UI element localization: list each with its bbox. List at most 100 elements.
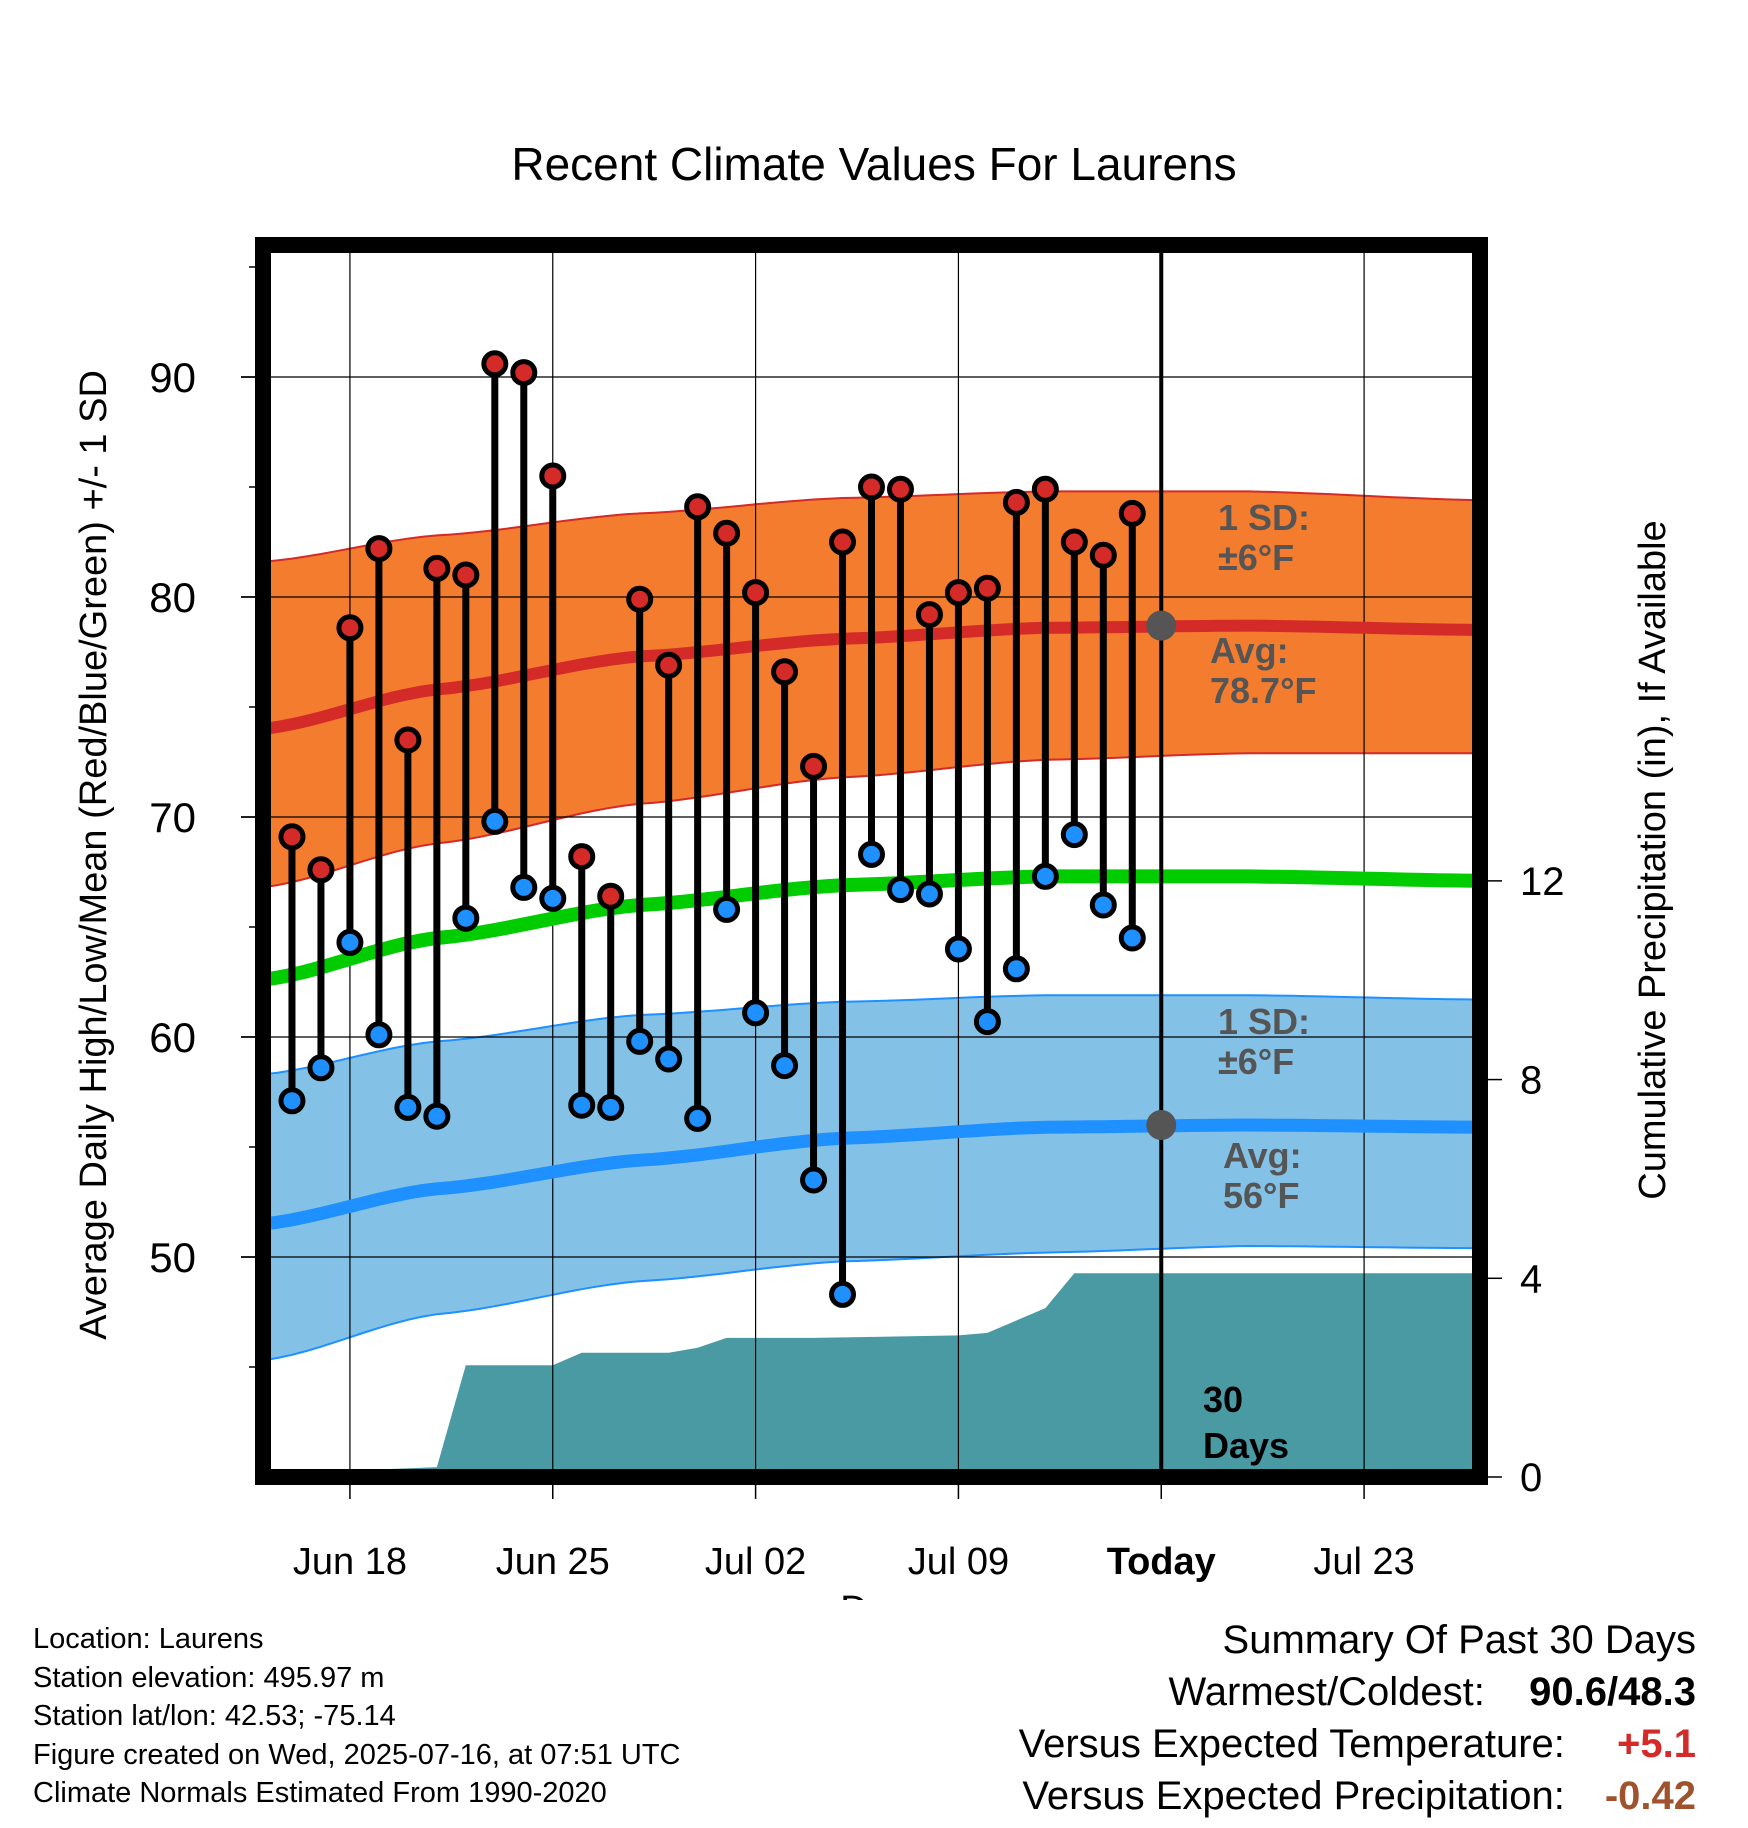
low-point (510, 873, 538, 901)
high-sd-annotation: ±6°F (1218, 537, 1294, 578)
low-point (481, 807, 509, 835)
low-point (829, 1280, 857, 1308)
high-point (886, 475, 914, 503)
y-tick-label-left: 70 (149, 794, 196, 841)
high-sd-annotation: 1 SD: (1218, 497, 1310, 538)
warm-cold-label: Warmest/Coldest: (1168, 1670, 1485, 1714)
temp-value: +5.1 (1617, 1722, 1696, 1766)
high-point (539, 462, 567, 490)
x-tick-label: Today (1107, 1541, 1216, 1583)
x-tick-label: Jul 09 (908, 1541, 1009, 1583)
high-point (1060, 528, 1088, 556)
summary-temp: Versus Expected Temperature: +5.1 (696, 1718, 1696, 1770)
high-point (510, 359, 538, 387)
low-point (597, 1093, 625, 1121)
normals-text: Climate Normals Estimated From 1990-2020 (33, 1777, 607, 1809)
high-point (1002, 488, 1030, 516)
low-point (915, 880, 943, 908)
y-tick-label-left: 80 (149, 574, 196, 621)
high-point (626, 585, 654, 613)
precip-label: Versus Expected Precipitation: (1022, 1774, 1565, 1818)
low-point (742, 999, 770, 1027)
warm-cold-value: 90.6/48.3 (1529, 1670, 1696, 1714)
x-tick-label: Jun 25 (496, 1541, 610, 1583)
low-point (973, 1008, 1001, 1036)
low-point (626, 1027, 654, 1055)
elevation-text: Station elevation: 495.97 m (33, 1661, 385, 1694)
summary-warm-cold: Warmest/Coldest: 90.6/48.3 (696, 1666, 1697, 1718)
high-point (423, 554, 451, 582)
low-point (452, 904, 480, 932)
high-point (278, 823, 306, 851)
y-tick-label-left: 60 (149, 1014, 196, 1061)
high-point (336, 614, 364, 642)
y-tick-label-right: 8 (1520, 1059, 1542, 1103)
chart-title: Recent Climate Values For Laurens (511, 138, 1236, 190)
high-point (452, 561, 480, 589)
low-point (1060, 821, 1088, 849)
high-point (800, 752, 828, 780)
low-point (1118, 924, 1146, 952)
created-text: Figure created on Wed, 2025-07-16, at 07… (33, 1738, 681, 1771)
low-point (423, 1102, 451, 1130)
low-sd-annotation: 1 SD: (1218, 1001, 1310, 1042)
high-point (1089, 541, 1117, 569)
low-upper-line (263, 994, 1480, 1076)
low-point (568, 1091, 596, 1119)
high-point (597, 882, 625, 910)
plot-frame (255, 237, 1488, 1485)
high-point (568, 843, 596, 871)
latlon-text: Station lat/lon: 42.53; -75.14 (33, 1700, 396, 1732)
low-point (336, 928, 364, 956)
window-annotation: 30 (1203, 1379, 1243, 1420)
low-avg-annotation: Avg: (1223, 1135, 1302, 1176)
low-point (394, 1093, 422, 1121)
y-tick-label-left: 90 (149, 354, 196, 401)
window-annotation: Days (1203, 1425, 1289, 1466)
location-text: Location: Laurens (33, 1623, 264, 1655)
high-point (365, 535, 393, 563)
high-point (1118, 499, 1146, 527)
x-tick-label: Jun 18 (293, 1541, 407, 1583)
high-point (915, 601, 943, 629)
high-point (944, 579, 972, 607)
low-avg-line (263, 1118, 1480, 1231)
high-point (742, 579, 770, 607)
x-tick-label: Jul 23 (1313, 1541, 1414, 1583)
y-axis-label-right: Cumulative Precipitation (in), If Availa… (1632, 520, 1674, 1199)
low-point (800, 1166, 828, 1194)
y-tick-label-right: 4 (1520, 1257, 1542, 1301)
low-point (655, 1045, 683, 1073)
y-tick-label-right: 0 (1520, 1456, 1542, 1500)
y-tick-label-right: 12 (1520, 860, 1565, 904)
high-point (1031, 475, 1059, 503)
low-point (713, 895, 741, 923)
low-point (684, 1104, 712, 1132)
low-point (1031, 862, 1059, 890)
summary-panel: Summary Of Past 30 Days Warmest/Coldest:… (696, 1614, 1696, 1822)
x-tick-label: Jul 02 (705, 1541, 806, 1583)
y-axis-label-left: Average Daily High/Low/Mean (Red/Blue/Gr… (73, 370, 115, 1340)
high-avg-annotation: 78.7°F (1210, 670, 1316, 711)
high-point (713, 519, 741, 547)
x-axis-label: Day (840, 1589, 908, 1600)
low-point (539, 884, 567, 912)
low-point (1089, 891, 1117, 919)
high-avg-annotation: Avg: (1210, 630, 1289, 671)
today-high-avg-dot (1146, 610, 1177, 641)
high-point (394, 726, 422, 754)
low-sd-band (263, 995, 1480, 1361)
high-point (655, 651, 683, 679)
y-tick-label-left: 50 (149, 1234, 196, 1281)
temp-label: Versus Expected Temperature: (1018, 1722, 1565, 1766)
low-sd-annotation: ±6°F (1218, 1041, 1294, 1082)
station-info: Location: Laurens Station elevation: 495… (33, 1620, 933, 1813)
low-point (1002, 955, 1030, 983)
high-point (858, 473, 885, 501)
low-point (944, 935, 972, 963)
high-point (684, 493, 712, 521)
precip-area (263, 1273, 1480, 1477)
high-point (771, 658, 799, 686)
climate-chart: Recent Climate Values For Laurens 1 SD:±… (73, 138, 1674, 1600)
